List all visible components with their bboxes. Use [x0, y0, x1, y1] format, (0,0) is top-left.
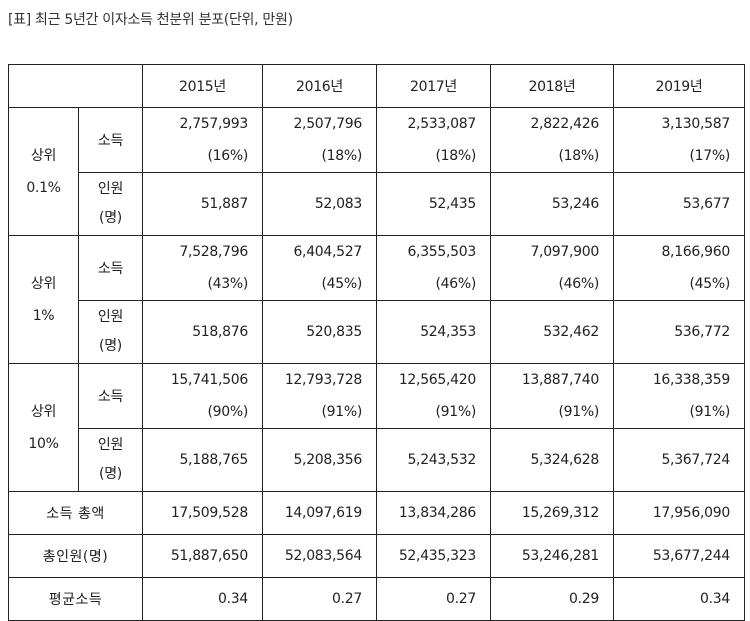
income-cell: 2,757,993 (16%) [142, 107, 263, 173]
corner-cell [8, 64, 143, 108]
total-cell: 51,887,650 [142, 534, 263, 578]
people-cell: 520,835 [262, 300, 377, 364]
total-cell: 0.27 [376, 577, 491, 621]
average-income-label: 평균소득 [8, 577, 143, 621]
people-cell: 52,083 [262, 172, 377, 236]
total-cell: 53,246,281 [490, 534, 614, 578]
people-label: 인원 (명) [78, 428, 143, 492]
total-cell: 0.34 [613, 577, 745, 621]
income-cell: 13,887,740 (91%) [490, 363, 614, 429]
header-row: 2015년 2016년 2017년 2018년 2019년 [8, 64, 745, 108]
income-label: 소득 [78, 235, 143, 301]
table-row: 총인원(명) 51,887,650 52,083,564 52,435,323 … [8, 534, 745, 578]
year-header: 2017년 [376, 64, 491, 108]
people-cell: 5,188,765 [142, 428, 263, 492]
total-cell: 17,509,528 [142, 491, 263, 535]
people-cell: 5,367,724 [613, 428, 745, 492]
year-header: 2019년 [613, 64, 745, 108]
people-cell: 536,772 [613, 300, 745, 364]
income-label: 소득 [78, 107, 143, 173]
total-cell: 0.27 [262, 577, 377, 621]
total-income-label: 소득 총액 [8, 491, 143, 535]
table-row: 인원 (명) 518,876 520,835 524,353 532,462 53… [9, 300, 745, 364]
people-cell: 518,876 [142, 300, 263, 364]
year-header: 2016년 [262, 64, 377, 108]
group-label: 상위 0.1% [8, 107, 79, 236]
income-distribution-table: 2015년 2016년 2017년 2018년 2019년 상위 0.1% 소득… [8, 64, 745, 621]
income-cell: 8,166,960 (45%) [613, 235, 745, 301]
group-label: 상위 10% [8, 363, 79, 492]
table-row: 인원 (명) 5,188,765 5,208,356 5,243,532 5,32… [9, 428, 745, 492]
income-cell: 7,528,796 (43%) [142, 235, 263, 301]
people-cell: 53,246 [490, 172, 614, 236]
table-row: 인원 (명) 51,887 52,083 52,435 53,246 53,677 [9, 172, 745, 236]
income-cell: 2,507,796 (18%) [262, 107, 377, 173]
total-cell: 53,677,244 [613, 534, 745, 578]
total-cell: 17,956,090 [613, 491, 745, 535]
income-cell: 16,338,359 (91%) [613, 363, 745, 429]
income-cell: 7,097,900 (46%) [490, 235, 614, 301]
table-row: 상위 1% 소득 7,528,796 (43%) 6,404,527 (45%) 6… [8, 235, 745, 364]
total-people-label: 총인원(명) [8, 534, 143, 578]
people-cell: 5,208,356 [262, 428, 377, 492]
income-cell: 6,404,527 (45%) [262, 235, 377, 301]
people-label: 인원 (명) [78, 172, 143, 236]
people-cell: 51,887 [142, 172, 263, 236]
year-header: 2018년 [490, 64, 614, 108]
income-cell: 3,130,587 (17%) [613, 107, 745, 173]
income-cell: 12,793,728 (91%) [262, 363, 377, 429]
table-row: 상위 0.1% 소득 2,757,993 (16%) 2,507,796 (18%)… [8, 107, 745, 236]
total-cell: 14,097,619 [262, 491, 377, 535]
income-cell: 15,741,506 (90%) [142, 363, 263, 429]
year-header: 2015년 [142, 64, 263, 108]
income-label: 소득 [78, 363, 143, 429]
table-row: 평균소득 0.34 0.27 0.27 0.29 0.34 [8, 577, 745, 621]
total-cell: 15,269,312 [490, 491, 614, 535]
income-cell: 2,822,426 (18%) [490, 107, 614, 173]
table-row: 상위 10% 소득 15,741,506 (90%) 12,793,728 (91%… [8, 363, 745, 492]
people-cell: 5,243,532 [376, 428, 491, 492]
table-caption: [표] 최근 5년간 이자소득 천분위 분포(단위, 만원) [8, 12, 293, 28]
people-cell: 532,462 [490, 300, 614, 364]
people-cell: 53,677 [613, 172, 745, 236]
income-cell: 12,565,420 (91%) [376, 363, 491, 429]
total-cell: 0.34 [142, 577, 263, 621]
table-row: 소득 총액 17,509,528 14,097,619 13,834,286 1… [8, 491, 745, 535]
total-cell: 52,435,323 [376, 534, 491, 578]
total-cell: 13,834,286 [376, 491, 491, 535]
income-cell: 6,355,503 (46%) [376, 235, 491, 301]
group-label: 상위 1% [8, 235, 79, 364]
people-cell: 5,324,628 [490, 428, 614, 492]
income-cell: 2,533,087 (18%) [376, 107, 491, 173]
people-cell: 52,435 [376, 172, 491, 236]
total-cell: 0.29 [490, 577, 614, 621]
people-cell: 524,353 [376, 300, 491, 364]
people-label: 인원 (명) [78, 300, 143, 364]
total-cell: 52,083,564 [262, 534, 377, 578]
